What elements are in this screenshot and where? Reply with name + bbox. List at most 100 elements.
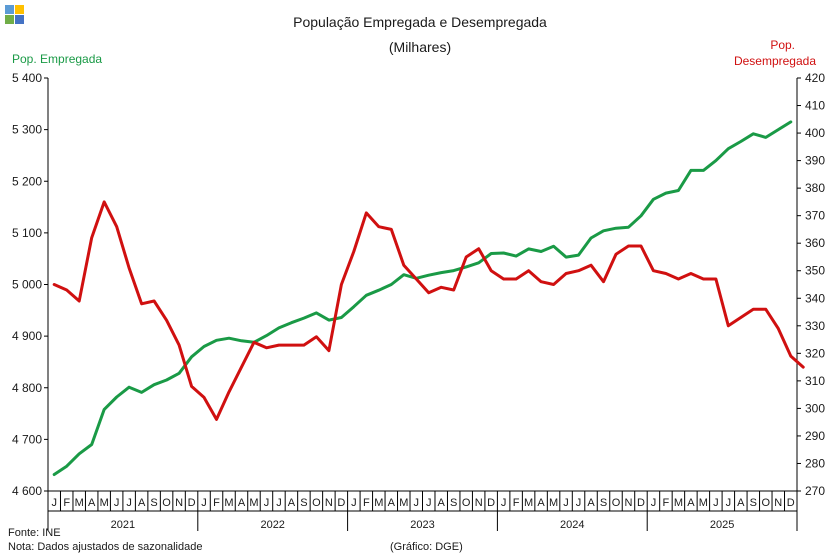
month-label: J — [51, 497, 57, 509]
month-label: A — [438, 497, 446, 509]
month-label: J — [201, 497, 207, 509]
month-label: S — [150, 497, 157, 509]
month-label: D — [188, 497, 196, 509]
series-line-empregada — [52, 120, 793, 476]
month-label: N — [325, 497, 333, 509]
chart-subtitle: (Milhares) — [389, 39, 451, 55]
right-axis-label-line-2: Desempregada — [734, 54, 816, 68]
right-tick-label: 280 — [805, 456, 825, 470]
month-label: M — [100, 497, 109, 509]
month-label: J — [114, 497, 120, 509]
right-tick-label: 340 — [805, 291, 825, 305]
year-label: 2021 — [111, 519, 135, 531]
month-label: S — [600, 497, 607, 509]
month-label: M — [699, 497, 708, 509]
logo-square-4 — [15, 15, 24, 24]
year-label: 2022 — [260, 519, 284, 531]
month-label: N — [475, 497, 483, 509]
month-label: J — [426, 497, 432, 509]
month-label: M — [399, 497, 408, 509]
year-label: 2024 — [560, 519, 584, 531]
month-label: M — [524, 497, 533, 509]
month-label: O — [162, 497, 171, 509]
right-tick-label: 410 — [805, 99, 825, 113]
right-tick-label: 330 — [805, 319, 825, 333]
month-label: M — [75, 497, 84, 509]
series-line-desempregada — [52, 200, 805, 421]
month-label: F — [63, 497, 70, 509]
month-label: F — [363, 497, 370, 509]
left-tick-label: 4 700 — [12, 432, 42, 446]
month-label: M — [374, 497, 383, 509]
left-tick-label: 5 100 — [12, 226, 42, 240]
series-group — [52, 120, 805, 476]
month-label: D — [337, 497, 345, 509]
logo-square-3 — [5, 15, 14, 24]
right-tick-label: 380 — [805, 181, 825, 195]
logo-square-1 — [5, 5, 14, 14]
left-tick-label: 5 000 — [12, 278, 42, 292]
month-label: M — [249, 497, 258, 509]
right-axis-label-line-1: Pop. — [770, 38, 795, 52]
adjustment-note: Nota: Dados ajustados de sazonalidade — [8, 541, 202, 553]
left-tick-label: 5 300 — [12, 123, 42, 137]
month-label: A — [388, 497, 396, 509]
right-tick-label: 420 — [805, 71, 825, 85]
left-axis-label: Pop. Empregada — [12, 52, 102, 66]
month-label: A — [138, 497, 146, 509]
right-tick-label: 290 — [805, 429, 825, 443]
month-label: J — [501, 497, 507, 509]
month-label: J — [414, 497, 420, 509]
month-label: A — [238, 497, 246, 509]
right-tick-label: 360 — [805, 236, 825, 250]
right-tick-label: 350 — [805, 264, 825, 278]
chart-title: População Empregada e Desempregada — [293, 14, 547, 30]
month-label: A — [537, 497, 545, 509]
right-tick-label: 310 — [805, 374, 825, 388]
right-tick-label: 300 — [805, 401, 825, 415]
month-label: J — [276, 497, 282, 509]
month-label: N — [774, 497, 782, 509]
month-label: S — [450, 497, 457, 509]
month-label: J — [351, 497, 357, 509]
month-label: J — [651, 497, 657, 509]
month-label: M — [674, 497, 683, 509]
month-label: N — [624, 497, 632, 509]
month-label: F — [663, 497, 670, 509]
right-tick-label: 270 — [805, 484, 825, 498]
month-label: O — [762, 497, 771, 509]
month-label: D — [787, 497, 795, 509]
month-label: F — [513, 497, 520, 509]
month-label: F — [213, 497, 220, 509]
month-label: J — [264, 497, 270, 509]
month-label: O — [612, 497, 621, 509]
left-tick-label: 5 400 — [12, 71, 42, 85]
month-label: M — [549, 497, 558, 509]
source-note: Fonte: INE — [8, 527, 61, 539]
month-label: J — [576, 497, 582, 509]
year-label: 2025 — [710, 519, 734, 531]
month-label: J — [726, 497, 732, 509]
chart-credit: (Gráfico: DGE) — [390, 541, 463, 553]
right-tick-label: 370 — [805, 209, 825, 223]
month-label: A — [288, 497, 296, 509]
month-label: D — [487, 497, 495, 509]
month-label: A — [687, 497, 695, 509]
right-tick-label: 400 — [805, 126, 825, 140]
month-label: O — [462, 497, 471, 509]
right-tick-label: 320 — [805, 346, 825, 360]
month-label: S — [750, 497, 757, 509]
month-label: A — [587, 497, 595, 509]
left-tick-label: 4 600 — [12, 484, 42, 498]
month-label: D — [637, 497, 645, 509]
logo-square-2 — [15, 5, 24, 14]
month-label: M — [224, 497, 233, 509]
left-tick-label: 4 900 — [12, 329, 42, 343]
month-label: S — [300, 497, 307, 509]
month-label: A — [88, 497, 96, 509]
month-label: J — [563, 497, 569, 509]
axes: 4 600 4 700 4 800 4 900 5 000 5 100 5 200 5 300… — [12, 71, 825, 531]
left-tick-label: 5 200 — [12, 174, 42, 188]
year-label: 2023 — [410, 519, 434, 531]
